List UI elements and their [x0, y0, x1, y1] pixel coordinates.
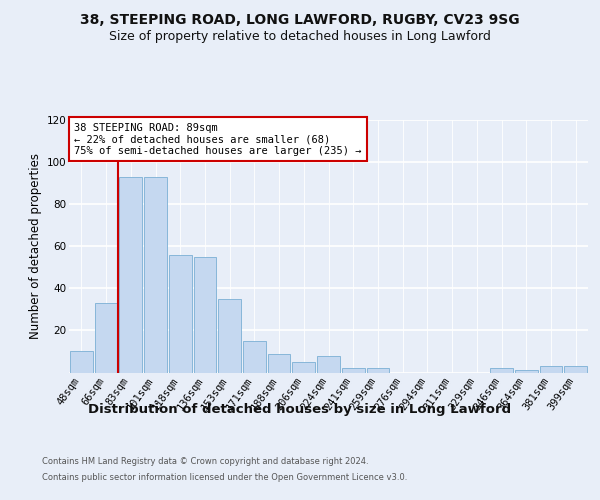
Bar: [243, 341, 266, 372]
Bar: [515, 370, 538, 372]
Bar: [70, 352, 93, 372]
Y-axis label: Number of detached properties: Number of detached properties: [29, 153, 43, 339]
Bar: [169, 254, 191, 372]
Bar: [564, 366, 587, 372]
Text: Contains public sector information licensed under the Open Government Licence v3: Contains public sector information licen…: [42, 472, 407, 482]
Text: Size of property relative to detached houses in Long Lawford: Size of property relative to detached ho…: [109, 30, 491, 43]
Text: Distribution of detached houses by size in Long Lawford: Distribution of detached houses by size …: [88, 402, 512, 415]
Bar: [292, 362, 315, 372]
Bar: [218, 299, 241, 372]
Bar: [95, 303, 118, 372]
Text: 38, STEEPING ROAD, LONG LAWFORD, RUGBY, CV23 9SG: 38, STEEPING ROAD, LONG LAWFORD, RUGBY, …: [80, 12, 520, 26]
Bar: [144, 177, 167, 372]
Bar: [539, 366, 562, 372]
Bar: [194, 257, 216, 372]
Bar: [119, 177, 142, 372]
Text: Contains HM Land Registry data © Crown copyright and database right 2024.: Contains HM Land Registry data © Crown c…: [42, 458, 368, 466]
Bar: [367, 368, 389, 372]
Bar: [317, 356, 340, 372]
Text: 38 STEEPING ROAD: 89sqm
← 22% of detached houses are smaller (68)
75% of semi-de: 38 STEEPING ROAD: 89sqm ← 22% of detache…: [74, 122, 362, 156]
Bar: [268, 354, 290, 372]
Bar: [490, 368, 513, 372]
Bar: [342, 368, 365, 372]
